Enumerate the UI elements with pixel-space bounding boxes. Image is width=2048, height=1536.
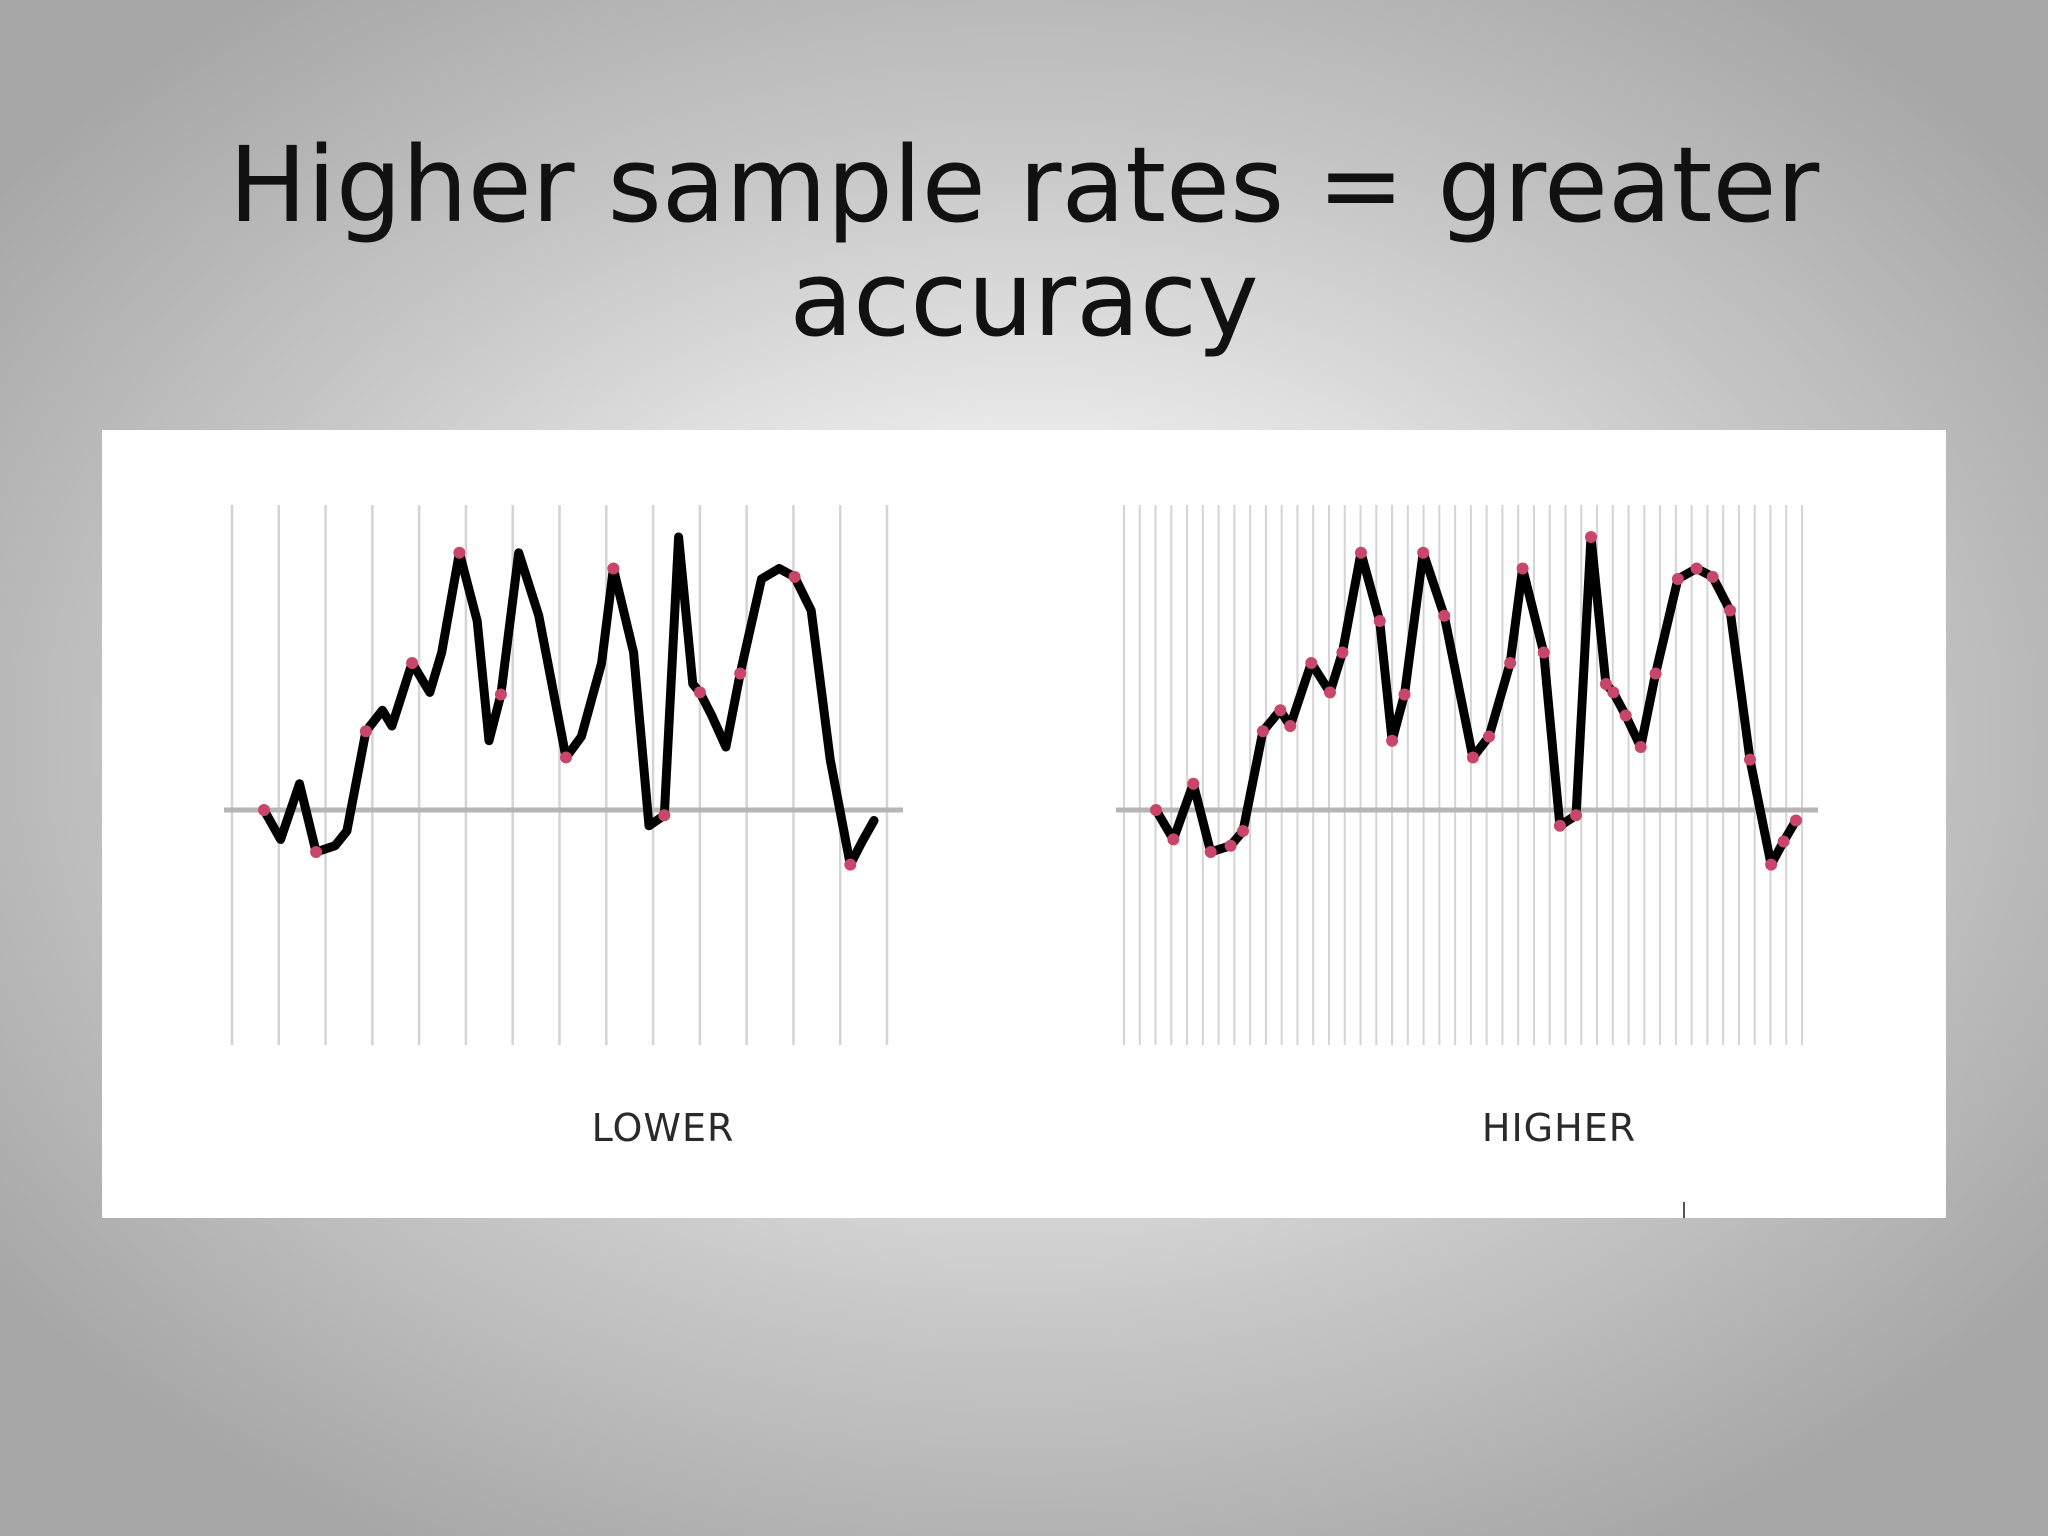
sample-point — [1706, 570, 1719, 583]
sample-point — [1167, 833, 1180, 846]
sample-point — [1570, 809, 1582, 822]
sample-point — [1417, 546, 1430, 559]
sample-point — [1585, 531, 1597, 543]
panel-label-higher: HIGHER — [1481, 1106, 1637, 1150]
sample-point — [658, 809, 671, 822]
sample-point — [258, 804, 270, 816]
sampling-figure: LOWER HIGHER — [102, 430, 1946, 1218]
sample-point — [359, 725, 372, 738]
sample-point — [788, 570, 801, 583]
sample-point — [1607, 686, 1620, 699]
sample-point — [406, 657, 419, 669]
sample-point — [1649, 667, 1662, 680]
sample-point — [1373, 615, 1386, 627]
sample-point — [607, 562, 620, 575]
sample-point — [1634, 741, 1647, 753]
sample-point — [1599, 678, 1612, 690]
sample-point — [1187, 777, 1200, 790]
sample-point — [1724, 604, 1737, 617]
waveform-panels — [224, 505, 1818, 1218]
sample-point — [1150, 804, 1162, 816]
sample-point — [1483, 730, 1495, 743]
sample-point — [1256, 725, 1269, 738]
slide-title: Higher sample rates = greater accuracy — [228, 124, 1820, 361]
sample-point — [1386, 734, 1399, 747]
sample-point — [453, 546, 466, 559]
sample-point — [494, 688, 507, 701]
sample-point — [1204, 846, 1217, 858]
waveform-line — [1151, 532, 1801, 870]
sample-point — [1466, 751, 1479, 764]
sample-point — [1336, 646, 1349, 659]
sample-point — [1274, 704, 1287, 717]
sample-point — [1537, 646, 1550, 659]
sample-point — [1619, 709, 1632, 722]
sample-point — [1398, 688, 1411, 701]
sample-point — [1504, 657, 1517, 669]
sample-point — [1690, 562, 1703, 575]
sample-point — [1355, 546, 1367, 559]
sample-point — [1305, 657, 1318, 669]
sample-point — [1324, 686, 1336, 699]
sample-point — [1224, 839, 1237, 852]
sample-point — [693, 686, 706, 699]
sample-point — [1516, 562, 1529, 575]
panel-lower — [224, 505, 903, 1045]
panel-higher — [1116, 505, 1818, 1045]
sample-point — [1284, 720, 1297, 732]
waveform-line — [259, 532, 879, 870]
sample-point — [1744, 753, 1756, 766]
sample-point — [1790, 814, 1802, 827]
sample-point — [310, 846, 323, 858]
panel-label-lower: LOWER — [591, 1106, 735, 1150]
sample-point — [560, 751, 572, 764]
sample-point — [1438, 609, 1451, 622]
sample-point — [844, 858, 857, 871]
sample-point — [1765, 858, 1778, 871]
sample-point — [1777, 835, 1790, 848]
sample-point — [734, 667, 747, 680]
sample-point — [1553, 819, 1566, 832]
sample-point — [1671, 573, 1684, 585]
sample-point — [1237, 825, 1249, 837]
